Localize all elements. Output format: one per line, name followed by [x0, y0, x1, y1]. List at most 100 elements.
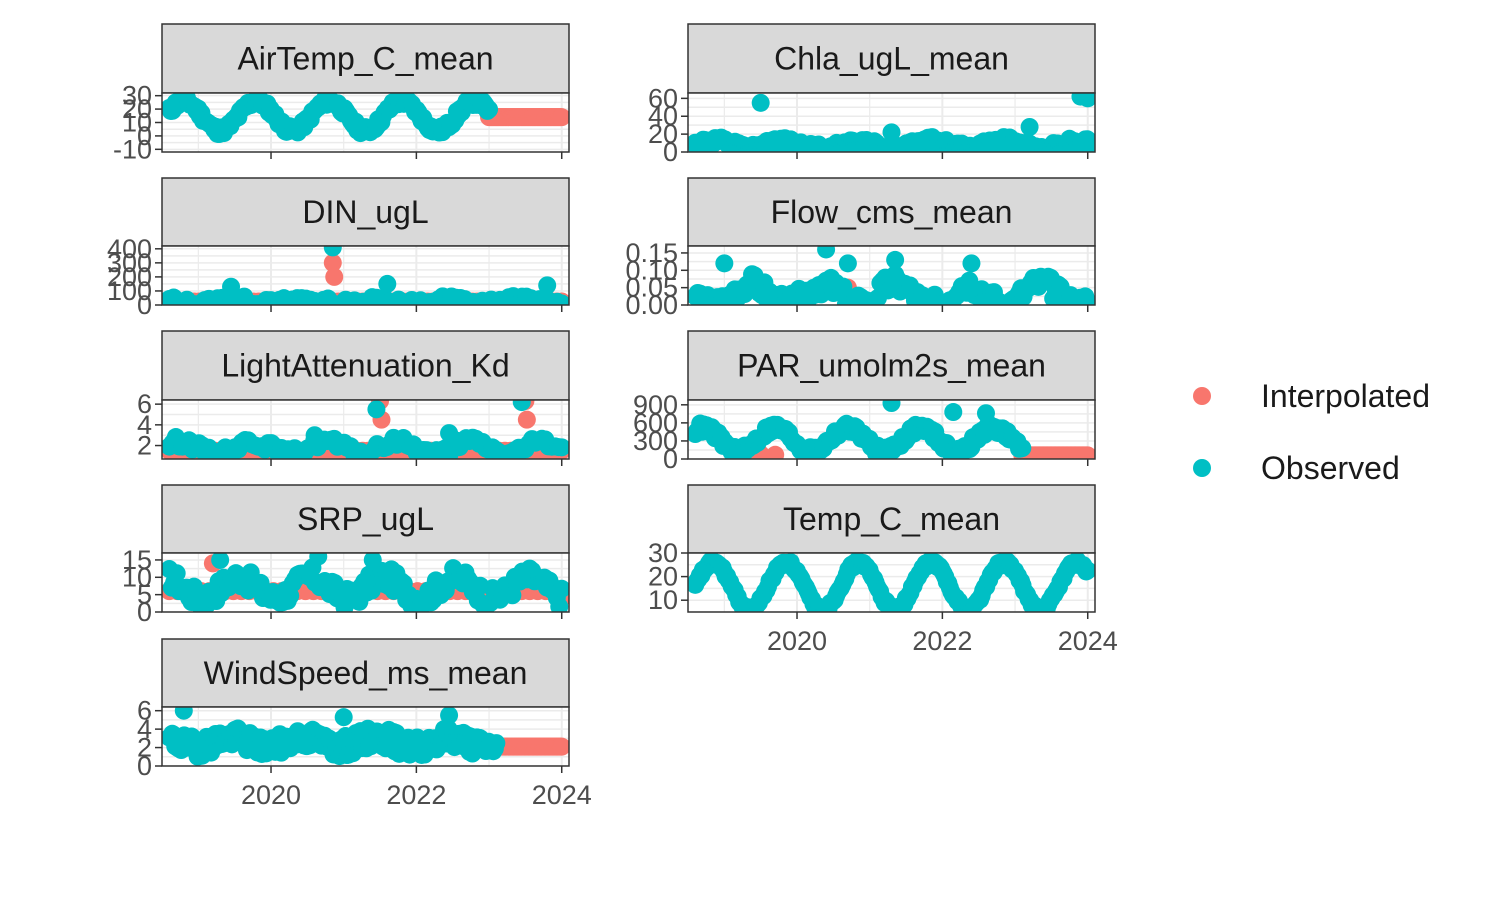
y-tick-label: 2 [137, 431, 152, 461]
interpolated-point [325, 267, 344, 286]
data-points [688, 553, 1095, 612]
y-tick-label: 30 [122, 81, 152, 111]
facet-strip [161, 177, 570, 247]
x-tick-label: 2020 [767, 626, 827, 656]
facet-strip [687, 23, 1096, 94]
observed-point [440, 424, 459, 443]
observed-point [1020, 117, 1039, 136]
facet-strip [161, 484, 570, 554]
y-tick-label: 100 [107, 276, 152, 306]
y-tick-label: 0 [137, 597, 152, 627]
observed-point [962, 254, 981, 273]
data-points [688, 400, 1095, 459]
facet-panel: LightAttenuation_Kd 246 [137, 330, 570, 466]
y-tick-label: 15 [122, 545, 152, 575]
facet-title: Flow_cms_mean [771, 194, 1013, 230]
data-points [162, 553, 569, 612]
legend-key [1193, 459, 1211, 477]
observed-point [817, 246, 836, 259]
observed-point [550, 597, 569, 612]
y-tick-label: 10 [122, 562, 152, 592]
data-points [162, 707, 569, 766]
observed-point [882, 400, 901, 413]
observed-point [882, 123, 901, 142]
observed-point [378, 274, 397, 293]
facet-panels: AirTemp_C_mean-100102030Chla_ugL_mean020… [107, 23, 1118, 810]
facet-strip [161, 23, 570, 94]
observed-point [363, 553, 382, 569]
facet-title: Chla_ugL_mean [774, 41, 1009, 77]
panel-border [161, 399, 570, 460]
data-points [162, 93, 569, 144]
facet-strip [687, 484, 1096, 554]
observed-point [886, 250, 905, 269]
observed-point [838, 254, 857, 273]
interpolated-point [517, 410, 536, 429]
y-tick-label: 0.05 [625, 273, 678, 303]
panel-border [161, 706, 570, 767]
y-tick-label: 20 [122, 94, 152, 124]
facet-panel: Flow_cms_mean 0.000.050.100.15 [625, 177, 1096, 320]
y-tick-label: 30 [648, 538, 678, 568]
observed-point [944, 403, 963, 422]
y-tick-label: 400 [107, 234, 152, 264]
interpolated-point [1078, 446, 1095, 459]
y-tick-label: 0 [137, 290, 152, 320]
y-tick-label: 0 [137, 751, 152, 781]
y-tick-label: 0 [663, 137, 678, 167]
y-tick-label: 0 [663, 444, 678, 474]
observed-point [367, 400, 386, 419]
y-tick-label: 4 [137, 410, 152, 440]
interpolated-point [766, 445, 785, 459]
y-tick-label: 40 [648, 101, 678, 131]
observed-point [174, 707, 193, 720]
observed-point [552, 438, 569, 457]
y-tick-label: -10 [113, 134, 152, 164]
x-tick-label: 2024 [1058, 626, 1118, 656]
legend-label: Observed [1261, 450, 1400, 486]
legend: Interpolated Observed [1193, 378, 1430, 486]
y-tick-label: 0.00 [625, 290, 678, 320]
legend-item: Observed [1193, 450, 1400, 486]
interpolated-point [323, 253, 342, 272]
facet-title: WindSpeed_ms_mean [204, 655, 528, 691]
observed-point [976, 404, 995, 423]
y-tick-label: 20 [648, 562, 678, 592]
facet-title: AirTemp_C_mean [237, 41, 493, 77]
panel-border [687, 245, 1096, 306]
facet-strip [161, 638, 570, 708]
facet-title: DIN_ugL [302, 194, 428, 230]
x-tick-label: 2022 [912, 626, 972, 656]
interpolated-point [552, 737, 569, 756]
observed-point [167, 564, 186, 583]
facet-title: PAR_umolm2s_mean [737, 348, 1046, 384]
observed-point [552, 579, 569, 598]
x-tick-label: 2020 [241, 780, 301, 810]
observed-point [751, 93, 770, 112]
legend-item: Interpolated [1193, 378, 1430, 414]
observed-point [211, 553, 230, 569]
observed-point [512, 400, 531, 412]
y-tick-label: 900 [633, 390, 678, 420]
data-points [162, 246, 569, 305]
legend-key [1193, 387, 1211, 405]
y-tick-label: 20 [648, 119, 678, 149]
y-tick-label: 10 [122, 108, 152, 138]
y-tick-label: 200 [107, 262, 152, 292]
observed-point [251, 573, 270, 592]
observed-point [487, 734, 506, 753]
y-tick-label: 300 [107, 248, 152, 278]
observed-point [503, 586, 522, 605]
y-tick-label: 60 [648, 83, 678, 113]
x-tick-label: 2024 [532, 780, 592, 810]
y-tick-label: 2 [137, 733, 152, 763]
observed-point [1013, 439, 1032, 458]
y-tick-label: 0.15 [625, 238, 678, 268]
observed-point [323, 246, 342, 257]
data-points [162, 400, 569, 459]
data-points [688, 93, 1095, 152]
